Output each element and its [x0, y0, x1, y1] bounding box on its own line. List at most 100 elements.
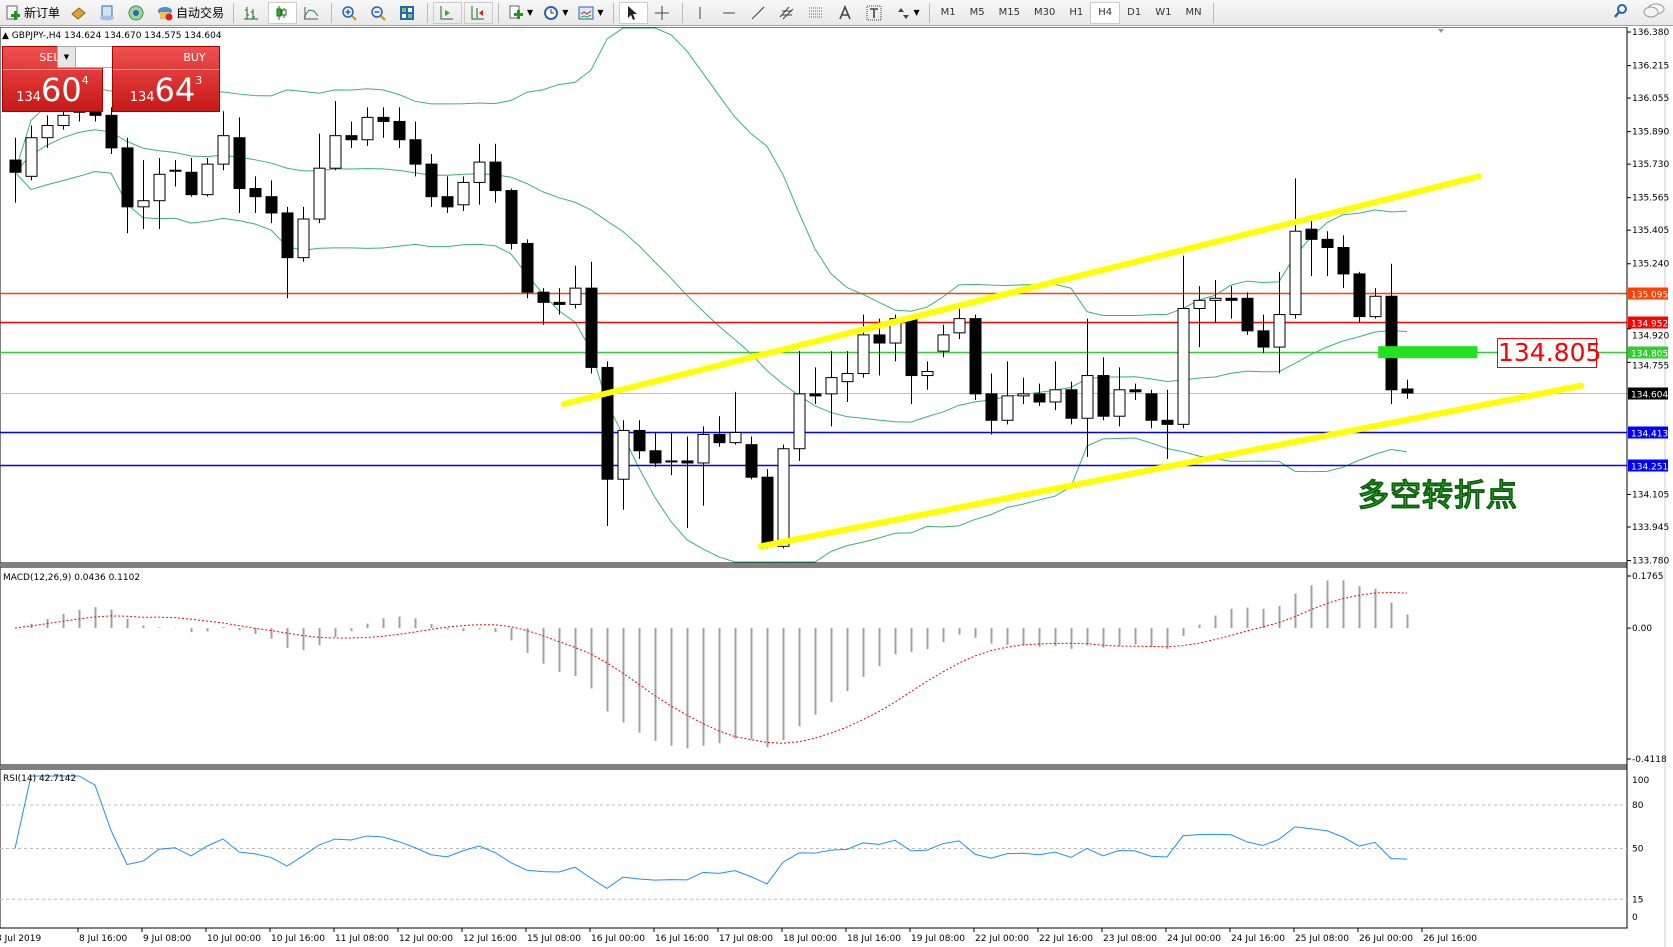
candle[interactable]: [809, 367, 822, 405]
trendline[interactable]: [560, 173, 1482, 408]
expert-button[interactable]: [95, 2, 122, 24]
candle[interactable]: [105, 107, 118, 154]
new-order-button[interactable]: 新订单: [1, 2, 64, 24]
candle[interactable]: [1209, 280, 1222, 323]
timeframe-h4[interactable]: H4: [1090, 1, 1121, 24]
candle[interactable]: [665, 432, 678, 476]
trendline-button[interactable]: [746, 2, 773, 24]
candle[interactable]: [1241, 292, 1254, 335]
candle[interactable]: [489, 143, 502, 203]
timeframe-m15[interactable]: M15: [998, 7, 1021, 18]
candle[interactable]: [729, 391, 742, 445]
horizontal-line-button[interactable]: [717, 2, 744, 24]
candle[interactable]: [1129, 383, 1142, 400]
candle[interactable]: [41, 115, 54, 148]
chart-shift-marker-icon[interactable]: [1438, 29, 1444, 33]
candle[interactable]: [1017, 377, 1030, 405]
candle[interactable]: [1401, 379, 1414, 399]
annotation-price-box[interactable]: 134.805: [1497, 338, 1602, 368]
candle[interactable]: [969, 314, 982, 400]
indicators-button[interactable]: ▼: [504, 2, 537, 24]
candle[interactable]: [1225, 286, 1238, 319]
candle[interactable]: [1065, 381, 1078, 425]
candle[interactable]: [937, 324, 950, 358]
candle[interactable]: [585, 261, 598, 374]
candle[interactable]: [297, 206, 310, 262]
candle[interactable]: [601, 361, 614, 526]
text-label-button[interactable]: [862, 2, 889, 24]
cursor-button[interactable]: [618, 1, 648, 24]
crosshair-button[interactable]: [650, 2, 677, 24]
tile-windows-button[interactable]: [395, 2, 422, 24]
dropdown-arrow-icon[interactable]: ▼: [597, 8, 604, 17]
candle[interactable]: [313, 133, 326, 224]
dropdown-arrow-icon[interactable]: ▼: [562, 8, 569, 17]
candle[interactable]: [345, 121, 358, 148]
candle[interactable]: [425, 153, 438, 207]
candle[interactable]: [137, 160, 150, 230]
candle[interactable]: [697, 426, 710, 506]
candle[interactable]: [153, 158, 166, 230]
chart-area[interactable]: 135.095 134.952 134.805 134.604 134.413 134.2…: [0, 27, 1673, 947]
candle[interactable]: [1273, 271, 1286, 374]
candle[interactable]: [377, 107, 390, 138]
search-icon[interactable]: [1613, 3, 1629, 22]
candle[interactable]: [201, 158, 214, 197]
candle[interactable]: [1305, 219, 1318, 276]
candle[interactable]: [1385, 263, 1398, 405]
candlestick-button[interactable]: [268, 1, 298, 24]
timeframe-m5[interactable]: M5: [969, 7, 985, 18]
candle[interactable]: [361, 107, 374, 146]
candle[interactable]: [713, 416, 726, 447]
candle[interactable]: [281, 206, 294, 299]
auto-trading-button[interactable]: 自动交易: [153, 2, 228, 24]
candle[interactable]: [617, 420, 630, 510]
candle[interactable]: [1177, 255, 1190, 429]
chart-shift-button[interactable]: [464, 1, 494, 24]
candle[interactable]: [9, 137, 22, 203]
candle[interactable]: [1097, 357, 1110, 421]
signals-button[interactable]: [124, 2, 151, 24]
candle[interactable]: [1337, 235, 1350, 289]
zoom-out-button[interactable]: [366, 2, 393, 24]
candle[interactable]: [825, 351, 838, 427]
candle[interactable]: [793, 351, 806, 461]
history-center-button[interactable]: [66, 2, 93, 24]
candle[interactable]: [745, 436, 758, 480]
candle[interactable]: [521, 239, 534, 299]
candle[interactable]: [1257, 314, 1270, 354]
candle[interactable]: [505, 188, 518, 250]
candle[interactable]: [633, 420, 646, 459]
candle[interactable]: [169, 160, 182, 187]
candle[interactable]: [537, 288, 550, 325]
candle[interactable]: [681, 436, 694, 529]
candle[interactable]: [841, 351, 854, 402]
candle[interactable]: [1353, 271, 1366, 323]
candle[interactable]: [1001, 361, 1014, 425]
fibonacci-button[interactable]: [804, 2, 831, 24]
candle[interactable]: [1049, 361, 1062, 411]
candle[interactable]: [233, 117, 246, 213]
support-resistance-zone[interactable]: [1378, 346, 1478, 359]
candle[interactable]: [777, 444, 790, 549]
candle[interactable]: [761, 469, 774, 549]
timeframe-d1[interactable]: D1: [1127, 7, 1142, 18]
candle[interactable]: [329, 101, 342, 171]
dropdown-arrow-icon[interactable]: ▼: [527, 8, 534, 17]
candle[interactable]: [1369, 288, 1382, 319]
candle[interactable]: [217, 111, 230, 171]
candle[interactable]: [553, 288, 566, 315]
buy-button[interactable]: BUY 134643: [112, 46, 220, 112]
candle[interactable]: [473, 143, 486, 205]
collapse-arrow-icon[interactable]: ▲: [2, 31, 12, 41]
bar-chart-button[interactable]: [239, 2, 266, 24]
autoscroll-button[interactable]: [433, 1, 463, 24]
timeframe-m30[interactable]: M30: [1034, 7, 1056, 18]
candle[interactable]: [409, 121, 422, 177]
candle[interactable]: [921, 361, 934, 390]
line-chart-button[interactable]: [299, 2, 326, 24]
candle[interactable]: [265, 180, 278, 224]
dropdown-arrow-icon[interactable]: ▼: [913, 8, 920, 17]
vertical-line-button[interactable]: [688, 2, 715, 24]
zoom-in-button[interactable]: [337, 2, 364, 24]
